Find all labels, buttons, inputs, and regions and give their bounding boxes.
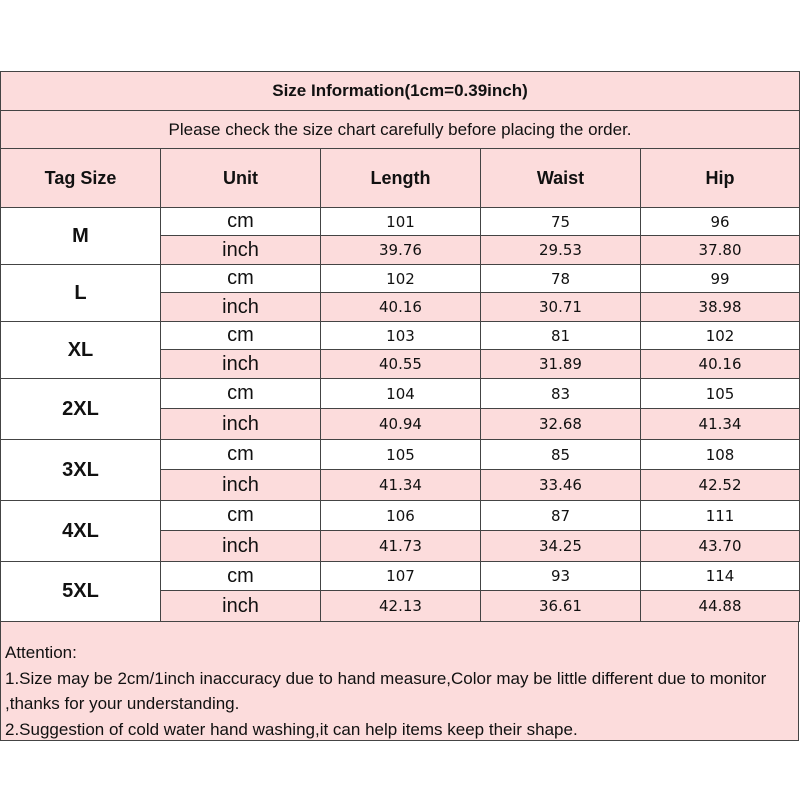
length-cell: 106 bbox=[320, 500, 481, 531]
hip-cell: 99 bbox=[639, 264, 800, 293]
unit-cell: inch bbox=[160, 349, 321, 379]
tag-size-cell: 5XL bbox=[0, 561, 161, 622]
hip-cell: 96 bbox=[639, 207, 800, 236]
waist-cell: 78 bbox=[480, 264, 641, 293]
hip-cell: 37.80 bbox=[639, 235, 800, 265]
tag-size-cell: 4XL bbox=[0, 500, 161, 562]
waist-cell: 85 bbox=[480, 439, 641, 470]
table-row-5xl-cm: 5XL cm 107 93 114 bbox=[0, 561, 800, 622]
hip-cell: 105 bbox=[639, 378, 800, 409]
unit-cell: cm bbox=[160, 321, 321, 350]
length-cell: 39.76 bbox=[320, 235, 481, 265]
hip-cell: 102 bbox=[639, 321, 800, 350]
unit-cell: cm bbox=[160, 500, 321, 531]
hip-cell: 41.34 bbox=[639, 408, 800, 440]
waist-cell: 93 bbox=[480, 561, 641, 591]
attention-line-2: 2.Suggestion of cold water hand washing,… bbox=[5, 719, 578, 739]
size-table: Size Information(1cm=0.39inch) Please ch… bbox=[0, 71, 800, 622]
header-waist: Waist bbox=[480, 148, 641, 208]
length-cell: 41.34 bbox=[320, 469, 481, 501]
table-row-4xl-inch: inch 41.73 34.25 43.70 bbox=[1, 530, 800, 562]
length-cell: 42.13 bbox=[320, 590, 481, 622]
waist-cell: 29.53 bbox=[480, 235, 641, 265]
unit-cell: inch bbox=[160, 469, 321, 501]
length-cell: 103 bbox=[320, 321, 481, 350]
unit-cell: cm bbox=[160, 439, 321, 470]
attention-note: Attention: 1.Size may be 2cm/1inch inacc… bbox=[0, 622, 799, 741]
waist-cell: 87 bbox=[480, 500, 641, 531]
table-row-4xl-cm: 4XL cm 106 87 111 bbox=[0, 500, 800, 562]
waist-cell: 81 bbox=[480, 321, 641, 350]
hip-cell: 114 bbox=[639, 561, 800, 591]
waist-cell: 34.25 bbox=[480, 530, 641, 562]
table-title: Size Information(1cm=0.39inch) bbox=[0, 71, 800, 111]
tag-size-cell: 3XL bbox=[0, 439, 161, 501]
length-cell: 104 bbox=[320, 378, 481, 409]
hip-cell: 42.52 bbox=[639, 469, 800, 501]
length-cell: 40.94 bbox=[320, 408, 481, 440]
length-cell: 41.73 bbox=[320, 530, 481, 562]
length-cell: 40.16 bbox=[320, 292, 481, 322]
attention-heading: Attention: bbox=[5, 643, 77, 662]
waist-cell: 30.71 bbox=[480, 292, 641, 322]
header-hip: Hip bbox=[639, 148, 800, 208]
unit-cell: cm bbox=[160, 561, 321, 591]
waist-cell: 83 bbox=[480, 378, 641, 409]
waist-cell: 33.46 bbox=[480, 469, 641, 501]
hip-cell: 38.98 bbox=[639, 292, 800, 322]
hip-cell: 40.16 bbox=[639, 349, 800, 379]
table-row-5xl-inch: inch 42.13 36.61 44.88 bbox=[1, 590, 800, 622]
hip-cell: 111 bbox=[639, 500, 800, 531]
unit-cell: inch bbox=[160, 292, 321, 322]
table-row-3xl-cm: 3XL cm 105 85 108 bbox=[0, 439, 800, 501]
unit-cell: cm bbox=[160, 264, 321, 293]
unit-cell: inch bbox=[160, 235, 321, 265]
tag-size-cell: L bbox=[0, 264, 161, 322]
length-cell: 101 bbox=[320, 207, 481, 236]
waist-cell: 36.61 bbox=[480, 590, 641, 622]
tag-size-cell: 2XL bbox=[0, 378, 161, 440]
length-cell: 40.55 bbox=[320, 349, 481, 379]
unit-cell: cm bbox=[160, 207, 321, 236]
table-row-l-inch: inch 40.16 30.71 38.98 bbox=[1, 292, 800, 322]
size-chart: Size Information(1cm=0.39inch) Please ch… bbox=[0, 71, 800, 741]
hip-cell: 44.88 bbox=[639, 590, 800, 622]
unit-cell: cm bbox=[160, 378, 321, 409]
table-row-m-inch: inch 39.76 29.53 37.80 bbox=[1, 235, 800, 265]
header-length: Length bbox=[320, 148, 481, 208]
length-cell: 107 bbox=[320, 561, 481, 591]
waist-cell: 32.68 bbox=[480, 408, 641, 440]
waist-cell: 31.89 bbox=[480, 349, 641, 379]
length-cell: 105 bbox=[320, 439, 481, 470]
header-tag-size: Tag Size bbox=[0, 148, 161, 208]
header-unit: Unit bbox=[160, 148, 321, 208]
length-cell: 102 bbox=[320, 264, 481, 293]
tag-size-cell: XL bbox=[0, 321, 161, 379]
table-row-2xl-inch: inch 40.94 32.68 41.34 bbox=[1, 408, 800, 440]
unit-cell: inch bbox=[160, 408, 321, 440]
header-row: Tag Size Unit Length Waist Hip bbox=[0, 148, 800, 208]
attention-line-1: 1.Size may be 2cm/1inch inaccuracy due t… bbox=[5, 668, 767, 714]
tag-size-cell: M bbox=[0, 207, 161, 265]
hip-cell: 108 bbox=[639, 439, 800, 470]
table-row-2xl-cm: 2XL cm 104 83 105 bbox=[0, 378, 800, 440]
hip-cell: 43.70 bbox=[639, 530, 800, 562]
table-subtitle: Please check the size chart carefully be… bbox=[0, 110, 800, 149]
table-row-xl-inch: inch 40.55 31.89 40.16 bbox=[1, 349, 800, 379]
unit-cell: inch bbox=[160, 590, 321, 622]
table-row-xl-cm: XL cm 103 81 102 bbox=[0, 321, 800, 379]
waist-cell: 75 bbox=[480, 207, 641, 236]
unit-cell: inch bbox=[160, 530, 321, 562]
